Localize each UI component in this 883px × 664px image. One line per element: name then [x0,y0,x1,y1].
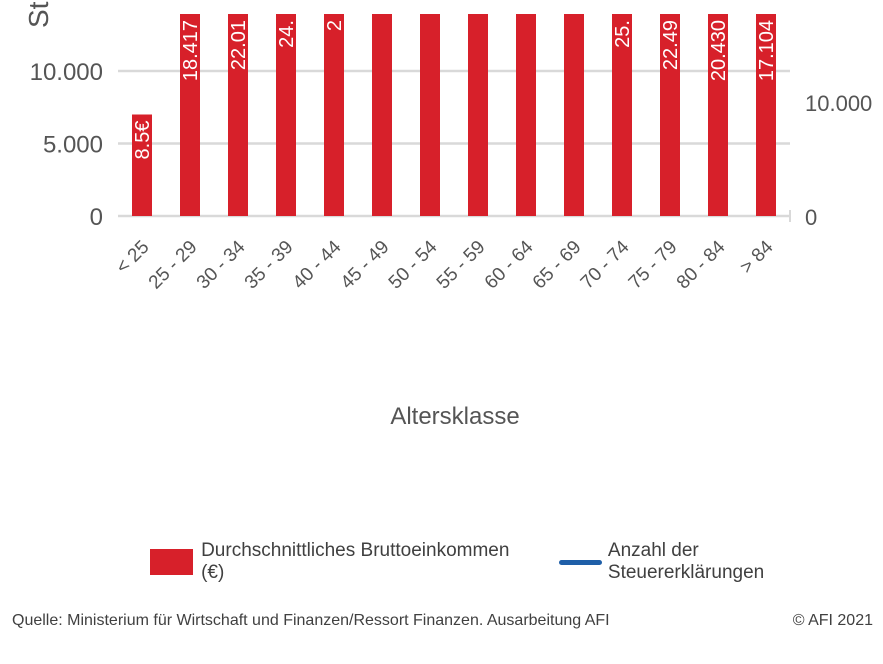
bar [372,14,392,216]
x-axis-label: Altersklasse [390,403,519,430]
x-tick-label: 80 - 84 [673,236,730,293]
x-tick-label: 70 - 74 [577,236,634,293]
y-axis-label: St [23,1,54,28]
x-tick-label: 45 - 49 [337,237,394,294]
bars [132,14,776,216]
y-axis-left: 0 5.000 10.000 [30,59,103,231]
x-tick-label: 30 - 34 [193,236,250,293]
bar [564,14,584,216]
x-tick-label: 25 - 29 [145,237,202,294]
bar [468,14,488,216]
source-note: Quelle: Ministerium für Wirtschaft und F… [12,612,610,629]
y-right-tick-label: 10.000 [805,91,872,116]
bar-data-label: 20.430 [708,20,730,81]
bar-data-label: 2 [324,20,346,31]
legend-item-count: Anzahl der Steuererklärungen [558,540,855,584]
bar [756,14,776,216]
legend-item-income: Durchschnittliches Bruttoeinkommen (€) [150,540,531,584]
bar [516,14,536,216]
legend-swatch-bar [150,549,194,575]
x-tick-label: < 25 [112,237,153,278]
y-left-tick-label: 5.000 [43,132,103,159]
bar [276,14,296,216]
bar [180,14,200,216]
bar [132,114,152,216]
x-tick-label: 75 - 79 [625,237,682,294]
y-axis-right: 0 10.000 [805,91,872,230]
bar [660,14,680,216]
bar-data-label: 22.01 [228,20,250,70]
x-tick-label: 65 - 69 [529,237,586,294]
y-left-tick-label: 0 [90,204,103,231]
x-tick-label: 40 - 44 [289,236,346,293]
x-tick-label: 55 - 59 [433,237,490,294]
bar-data-labels: 8.5€ 18.417 22.01 24. 2 25. 22.49 20.430 17.104 [132,20,778,159]
bar [324,14,344,216]
bar-chart: 8.5€18.417 22.01 24. 2 25. 22.49 20.430 17.104 … [23,1,872,430]
bar [708,14,728,216]
bar [228,14,248,216]
legend-label-income: Durchschnittliches Bruttoeinkommen (€) [201,540,510,583]
x-tick-label: 50 - 54 [385,236,442,293]
bar-data-label: 18.417 [180,20,202,81]
y-left-tick-label: 10.000 [30,59,103,86]
y-right-tick-label: 0 [805,205,817,230]
legend-label-count: Anzahl der Steuererklärungen [607,540,765,583]
legend: Durchschnittliches Bruttoeinkommen (€) A… [150,540,883,584]
gridlines [118,69,791,222]
x-tick-label: 60 - 64 [481,236,538,293]
bar-data-label: 17.104 [756,20,778,81]
bar [612,14,632,216]
bar-data-label: 22.49 [660,20,682,70]
x-tick-label: > 84 [736,236,778,278]
x-tick-label: 35 - 39 [241,237,298,294]
bar-data-label: 24. [276,20,298,48]
copyright: © AFI 2021 [792,612,873,629]
bar-data-label: 25. [612,20,634,48]
legend-swatch-line [558,559,602,565]
bar-data-label: 8.5€ [132,121,154,160]
bar [420,14,440,216]
